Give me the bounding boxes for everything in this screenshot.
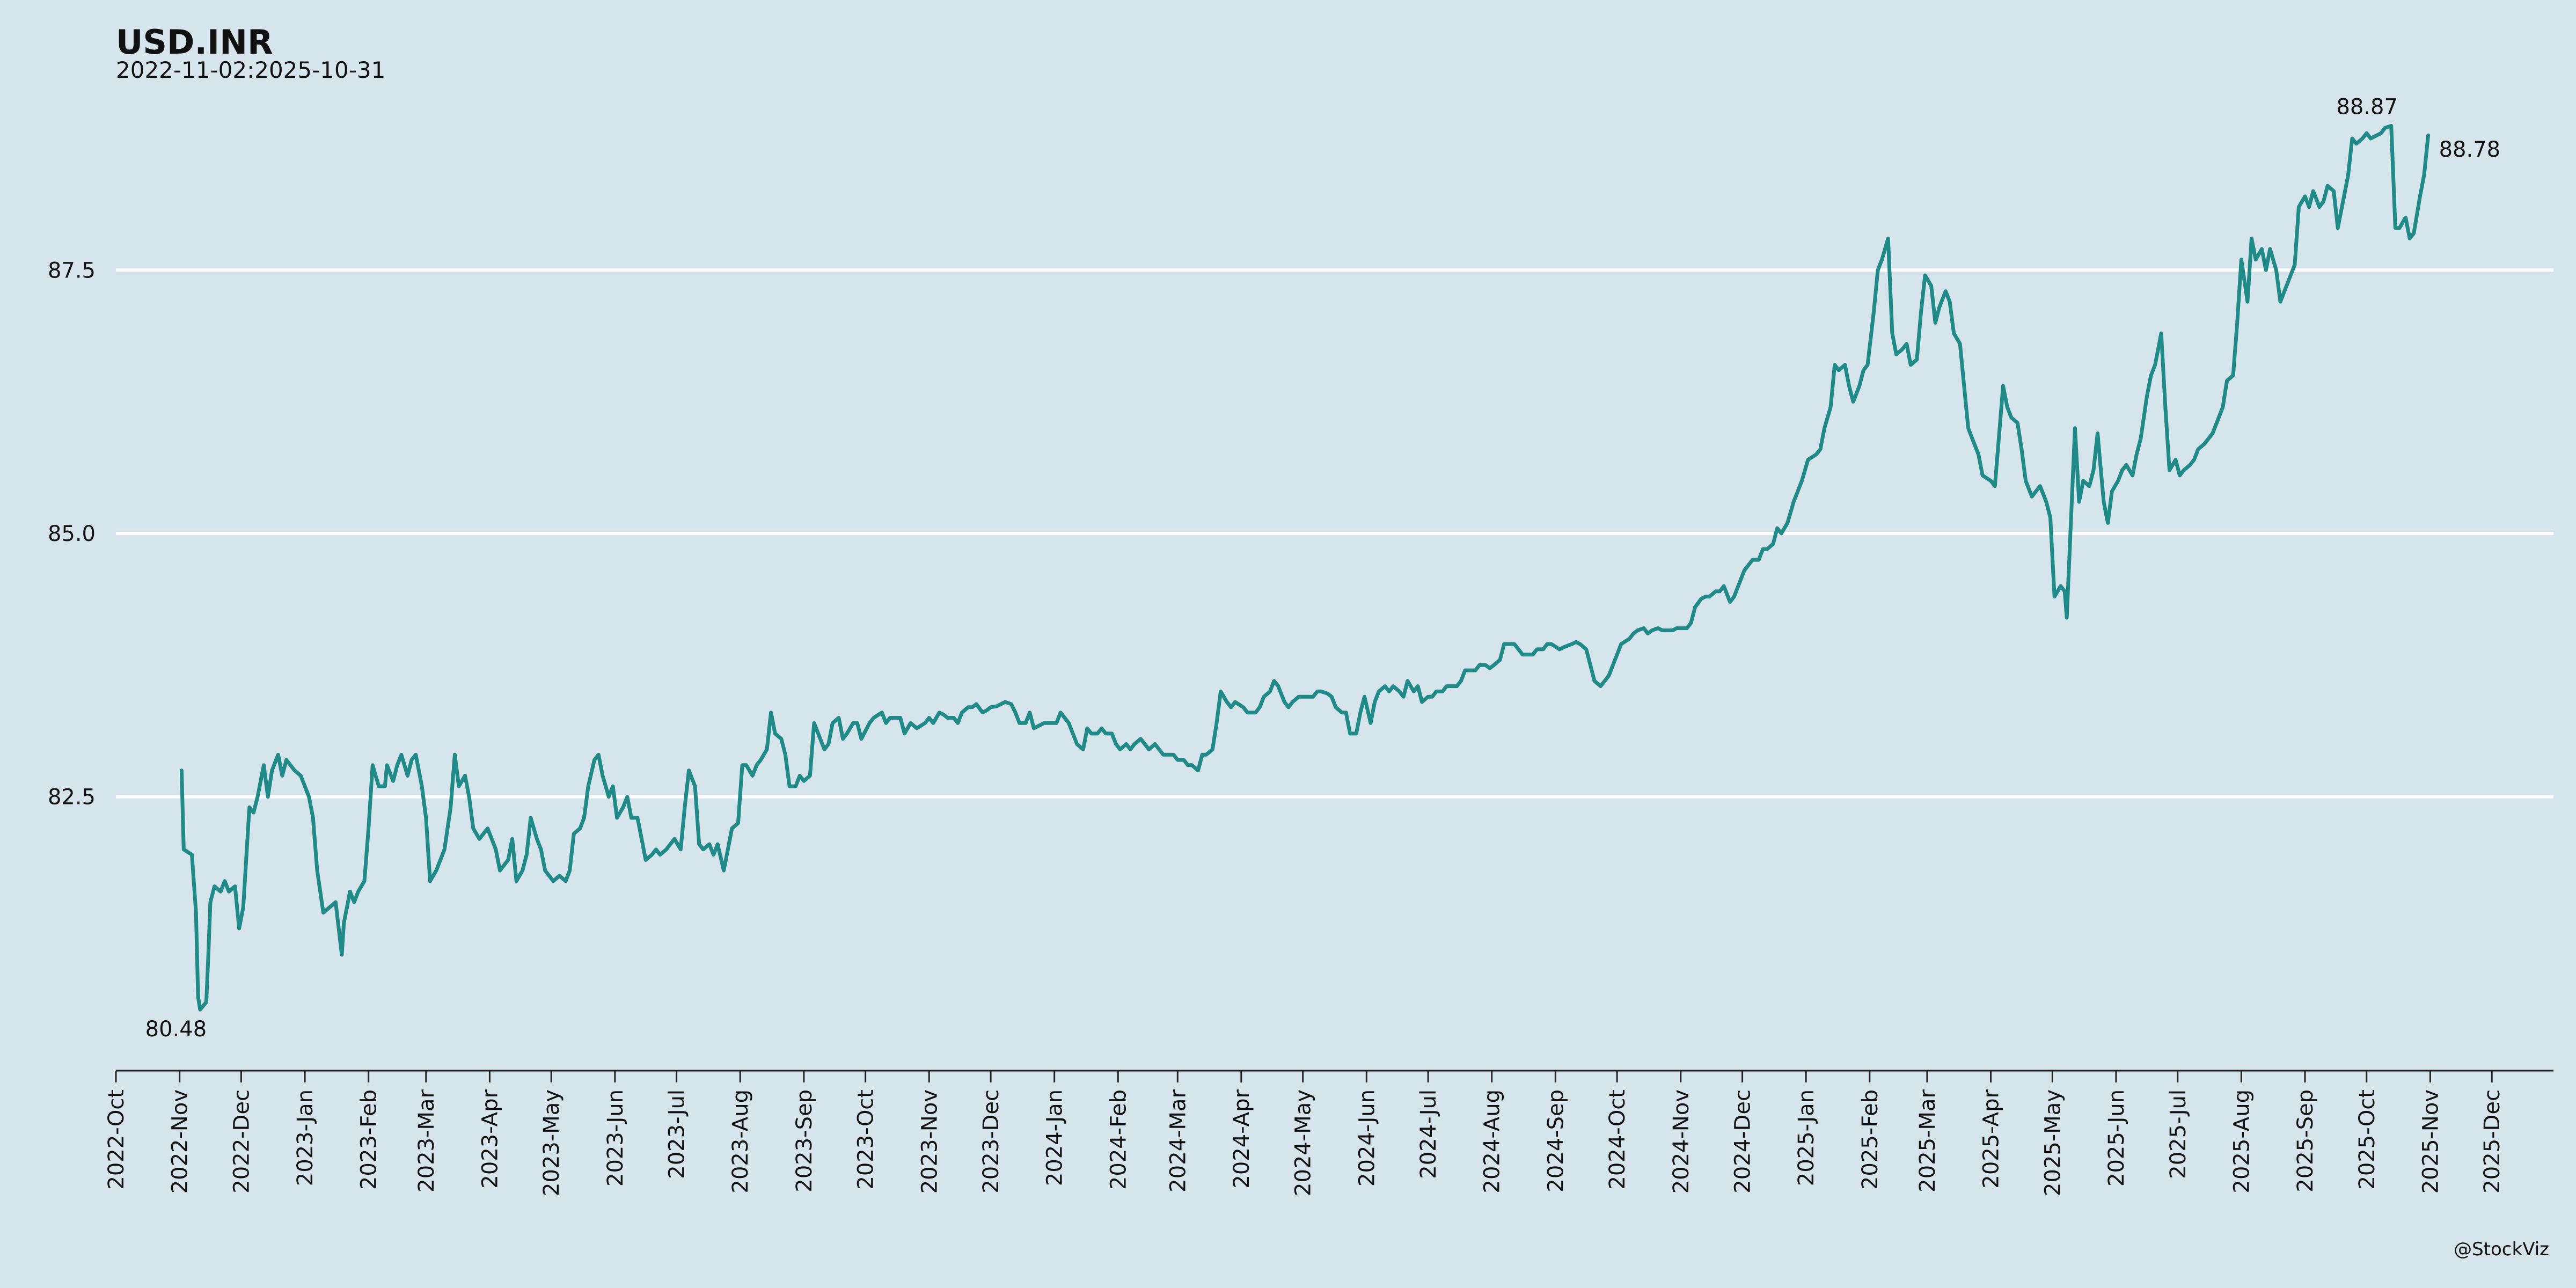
x-tick-label: 2023-Jun [603,1089,628,1187]
x-tick-label: 2024-Jul [1416,1089,1441,1179]
x-tick-label: 2024-Sep [1543,1089,1568,1192]
x-tick-label: 2023-Sep [792,1089,817,1192]
x-tick-label: 2024-Nov [1669,1089,1694,1194]
x-tick-label: 2024-Oct [1605,1089,1630,1190]
y-tick-label: 85.0 [48,522,96,546]
x-tick-label: 2025-Aug [2229,1089,2254,1193]
chart-subtitle: 2022-11-02:2025-10-31 [116,57,386,83]
x-tick-label: 2023-Oct [854,1089,879,1190]
x-tick-label: 2025-Jun [2104,1089,2129,1187]
x-tick-label: 2022-Oct [104,1089,129,1190]
x-tick-label: 2025-Jan [1794,1089,1819,1186]
x-tick-label: 2025-Feb [1858,1089,1883,1190]
x-tick-label: 2024-Aug [1480,1089,1505,1193]
x-tick-label: 2024-Jun [1355,1089,1379,1187]
x-tick-label: 2023-Jul [665,1089,690,1179]
x-axis-ticks: 2022-Oct 2022-Nov 2022-Dec 2023-Jan 2023-Feb… [104,1071,2505,1196]
x-tick-label: 2025-Dec [2480,1089,2505,1194]
x-tick-label: 2023-Jan [293,1089,318,1186]
usdinr-line [179,123,2431,1012]
x-tick-label: 2024-May [1291,1089,1316,1196]
x-tick-label: 2022-Dec [229,1089,254,1194]
x-tick-label: 2024-Apr [1230,1089,1254,1188]
x-tick-label: 2023-Apr [478,1089,502,1188]
x-tick-label: 2023-Aug [728,1089,753,1193]
x-tick-label: 2025-May [2040,1089,2065,1196]
x-tick-label: 2024-Jan [1043,1089,1067,1186]
x-tick-label: 2025-Oct [2355,1089,2380,1190]
x-tick-label: 2023-May [539,1089,564,1196]
data-label: 80.48 [145,1017,207,1042]
x-tick-label: 2024-Feb [1106,1089,1131,1190]
chart-title: USD.INR [116,23,273,62]
y-axis-ticks: 82.5 85.0 87.5 [48,258,96,809]
y-tick-label: 87.5 [48,258,96,283]
x-tick-label: 2025-Nov [2418,1089,2443,1194]
gridlines [116,268,2553,799]
x-tick-label: 2024-Mar [1166,1089,1190,1192]
x-tick-label: 2023-Feb [357,1089,382,1190]
x-tick-label: 2023-Mar [414,1089,439,1192]
y-tick-label: 82.5 [48,785,96,810]
data-label: 88.78 [2439,137,2501,162]
chart-caption: @StockViz [2454,1239,2549,1260]
x-tick-label: 2025-Mar [1915,1089,1940,1192]
x-tick-label: 2023-Dec [979,1089,1004,1194]
annotations: 80.48 88.87 88.78 [145,94,2500,1042]
x-tick-label: 2025-Apr [1979,1089,2004,1188]
data-label: 88.87 [2336,94,2398,119]
x-tick-label: 2025-Sep [2293,1089,2318,1192]
x-tick-label: 2024-Dec [1731,1089,1755,1194]
x-tick-label: 2023-Nov [917,1089,942,1194]
x-tick-label: 2025-Jul [2166,1089,2191,1179]
x-tick-label: 2022-Nov [168,1089,193,1194]
